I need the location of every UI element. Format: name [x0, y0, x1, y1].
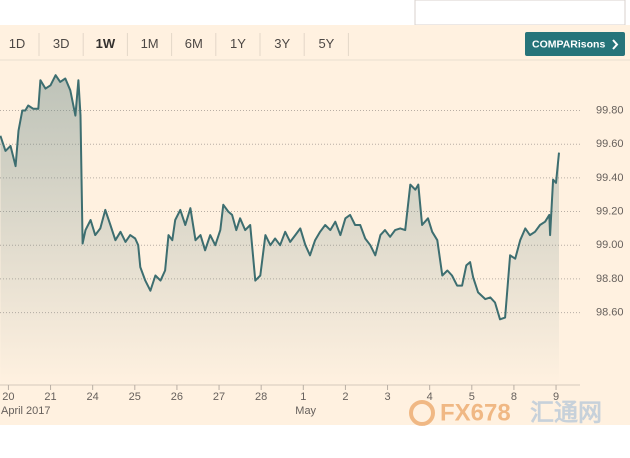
search-box[interactable] — [414, 0, 626, 26]
y-tick-label: 99.40 — [596, 172, 624, 184]
x-tick-label: 5 — [469, 391, 475, 403]
range-button[interactable]: 3Y — [274, 36, 290, 51]
compare-button-label[interactable]: COMPARisons — [532, 38, 605, 50]
x-tick-label: 1 — [300, 391, 306, 403]
y-tick-label: 99.20 — [596, 205, 624, 217]
watermark: FX678 汇通网 — [409, 399, 602, 426]
x-tick-label: 21 — [44, 391, 56, 403]
x-tick-label: 8 — [511, 391, 517, 403]
x-tick-label: 28 — [255, 391, 267, 403]
range-button[interactable]: 3D — [53, 36, 70, 51]
line — [0, 74, 560, 321]
y-tick-label: 98.80 — [596, 273, 624, 285]
range-button[interactable]: 1M — [141, 36, 159, 51]
x-tick-label: 27 — [213, 391, 225, 403]
x-tick-label: 20 — [2, 391, 14, 403]
range-button[interactable]: 5Y — [318, 36, 334, 51]
x-group-label: April 2017 — [1, 405, 51, 417]
compare-button[interactable] — [525, 32, 625, 56]
watermark-name: 汇通网 — [530, 399, 602, 426]
y-tick-label: 98.60 — [596, 306, 624, 318]
y-tick-label: 99.00 — [596, 239, 624, 251]
x-tick-label: 2 — [342, 391, 348, 403]
x-tick-label: 26 — [171, 391, 183, 403]
range-button[interactable]: 1Y — [230, 36, 246, 51]
x-tick-label: 24 — [87, 391, 99, 403]
range-button[interactable]: 1D — [9, 36, 26, 51]
compare-arrow — [612, 39, 619, 50]
toolbar: 1D 3D 1W 1M 6M 1Y 3Y 5Y — [9, 33, 349, 56]
x-tick-label: 25 — [129, 391, 141, 403]
y-tick-label: 99.80 — [596, 104, 624, 116]
watermark-logo — [409, 400, 435, 426]
x-tick-label: 9 — [553, 391, 559, 403]
y-tick-label: 99.60 — [596, 138, 624, 150]
range-button[interactable]: 6M — [185, 36, 203, 51]
area — [0, 75, 559, 385]
x-group-label: May — [295, 405, 316, 417]
x-tick-label: 3 — [384, 391, 390, 403]
watermark-brand: FX678 — [440, 399, 511, 426]
range-button[interactable]: 1W — [96, 36, 116, 51]
x-tick-label: 4 — [427, 391, 433, 403]
